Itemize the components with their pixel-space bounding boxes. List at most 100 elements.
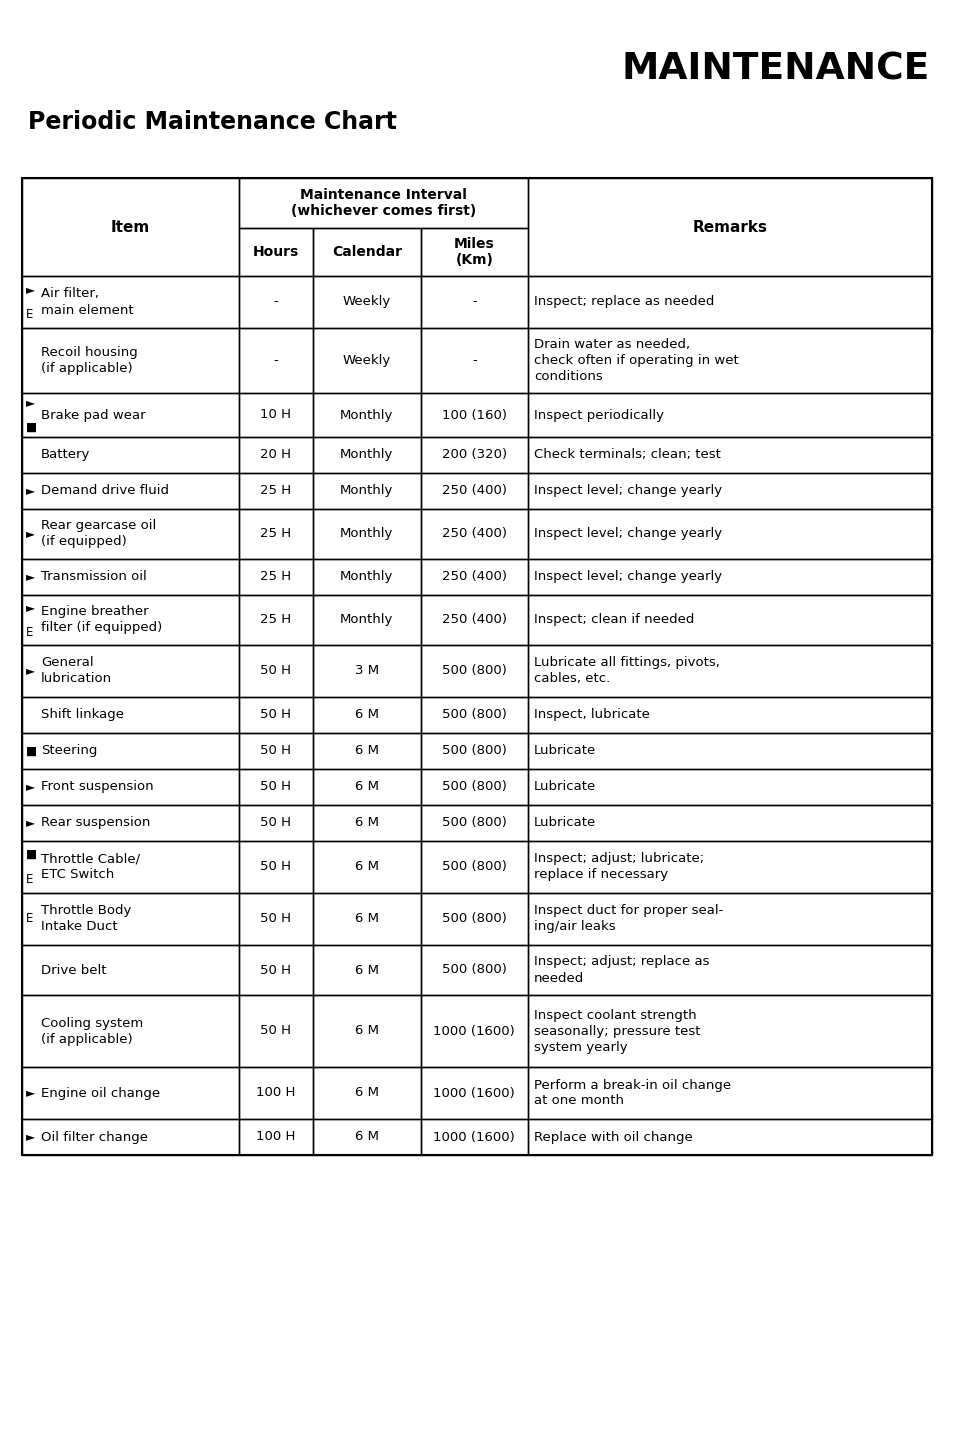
Bar: [22, 595, 238, 646]
Text: Remarks: Remarks: [692, 220, 766, 234]
Text: Drive belt: Drive belt: [41, 964, 107, 977]
Text: 25 H: 25 H: [260, 614, 292, 627]
Text: 50 H: 50 H: [260, 781, 291, 794]
Bar: [238, 473, 313, 509]
Bar: [420, 1067, 527, 1120]
Text: 25 H: 25 H: [260, 570, 292, 583]
Bar: [527, 945, 931, 995]
Text: General
lubrication: General lubrication: [41, 657, 112, 685]
Bar: [420, 509, 527, 558]
Text: Oil filter change: Oil filter change: [41, 1131, 148, 1143]
Text: Calendar: Calendar: [332, 246, 401, 259]
Text: Monthly: Monthly: [340, 409, 394, 422]
Bar: [420, 393, 527, 438]
Bar: [22, 893, 238, 945]
Bar: [22, 733, 238, 769]
Bar: [22, 393, 238, 438]
Bar: [313, 995, 420, 1067]
Text: Replace with oil change: Replace with oil change: [534, 1131, 692, 1143]
Text: Shift linkage: Shift linkage: [41, 708, 124, 721]
Bar: [420, 769, 527, 806]
Text: Steering: Steering: [41, 744, 97, 758]
Text: ►: ►: [26, 484, 35, 497]
Text: 100 (160): 100 (160): [441, 409, 506, 422]
Text: 6 M: 6 M: [355, 708, 378, 721]
Text: Inspect level; change yearly: Inspect level; change yearly: [534, 484, 721, 497]
Bar: [238, 733, 313, 769]
Text: Battery: Battery: [41, 448, 91, 461]
Bar: [527, 509, 931, 558]
Text: 500 (800): 500 (800): [441, 861, 506, 874]
Text: 500 (800): 500 (800): [441, 744, 506, 758]
Text: Monthly: Monthly: [340, 448, 394, 461]
Text: Inspect coolant strength
seasonally; pressure test
system yearly: Inspect coolant strength seasonally; pre…: [534, 1009, 700, 1054]
Bar: [527, 393, 931, 438]
Text: 6 M: 6 M: [355, 861, 378, 874]
Text: Check terminals; clean; test: Check terminals; clean; test: [534, 448, 720, 461]
Text: -: -: [472, 353, 476, 366]
Bar: [238, 276, 313, 329]
Text: Monthly: Monthly: [340, 570, 394, 583]
Text: 3 M: 3 M: [355, 664, 378, 678]
Text: 6 M: 6 M: [355, 1086, 378, 1099]
Bar: [22, 646, 238, 696]
Text: 1000 (1600): 1000 (1600): [433, 1025, 515, 1038]
Text: Monthly: Monthly: [340, 528, 394, 541]
Text: ■
E: ■ E: [26, 848, 37, 885]
Bar: [238, 893, 313, 945]
Bar: [420, 473, 527, 509]
Text: 1000 (1600): 1000 (1600): [433, 1131, 515, 1143]
Bar: [22, 177, 238, 276]
Bar: [313, 393, 420, 438]
Bar: [313, 473, 420, 509]
Text: Inspect level; change yearly: Inspect level; change yearly: [534, 570, 721, 583]
Text: ►: ►: [26, 781, 35, 794]
Text: 6 M: 6 M: [355, 817, 378, 829]
Text: Perform a break-in oil change
at one month: Perform a break-in oil change at one mon…: [534, 1079, 730, 1108]
Text: 250 (400): 250 (400): [441, 528, 506, 541]
Bar: [420, 228, 527, 276]
Text: ►
■: ► ■: [26, 395, 37, 433]
Text: Inspect; clean if needed: Inspect; clean if needed: [534, 614, 694, 627]
Text: Inspect; adjust; replace as
needed: Inspect; adjust; replace as needed: [534, 955, 709, 984]
Text: 500 (800): 500 (800): [441, 913, 506, 926]
Text: 50 H: 50 H: [260, 913, 291, 926]
Bar: [313, 276, 420, 329]
Bar: [527, 1120, 931, 1154]
Bar: [527, 893, 931, 945]
Text: Brake pad wear: Brake pad wear: [41, 409, 146, 422]
Text: ►: ►: [26, 664, 35, 678]
Text: Rear gearcase oil
(if equipped): Rear gearcase oil (if equipped): [41, 519, 156, 548]
Text: Lubricate: Lubricate: [534, 817, 596, 829]
Text: 1000 (1600): 1000 (1600): [433, 1086, 515, 1099]
Bar: [22, 558, 238, 595]
Bar: [313, 509, 420, 558]
Bar: [420, 995, 527, 1067]
Text: 50 H: 50 H: [260, 708, 291, 721]
Text: 500 (800): 500 (800): [441, 817, 506, 829]
Bar: [238, 806, 313, 840]
Bar: [22, 769, 238, 806]
Bar: [313, 769, 420, 806]
Text: ►
E: ► E: [26, 601, 35, 638]
Bar: [238, 840, 313, 893]
Bar: [420, 438, 527, 473]
Bar: [22, 276, 238, 329]
Text: 50 H: 50 H: [260, 817, 291, 829]
Text: Inspect duct for proper seal-
ing/air leaks: Inspect duct for proper seal- ing/air le…: [534, 904, 722, 933]
Bar: [527, 438, 931, 473]
Bar: [238, 1067, 313, 1120]
Bar: [313, 945, 420, 995]
Text: ►: ►: [26, 1086, 35, 1099]
Bar: [313, 840, 420, 893]
Bar: [238, 393, 313, 438]
Text: Miles
(Km): Miles (Km): [454, 237, 494, 268]
Bar: [238, 769, 313, 806]
Text: Lubricate: Lubricate: [534, 781, 596, 794]
Text: 500 (800): 500 (800): [441, 781, 506, 794]
Text: 6 M: 6 M: [355, 1131, 378, 1143]
Text: 25 H: 25 H: [260, 528, 292, 541]
Text: E: E: [26, 913, 33, 926]
Text: Weekly: Weekly: [342, 295, 391, 308]
Bar: [22, 177, 931, 1154]
